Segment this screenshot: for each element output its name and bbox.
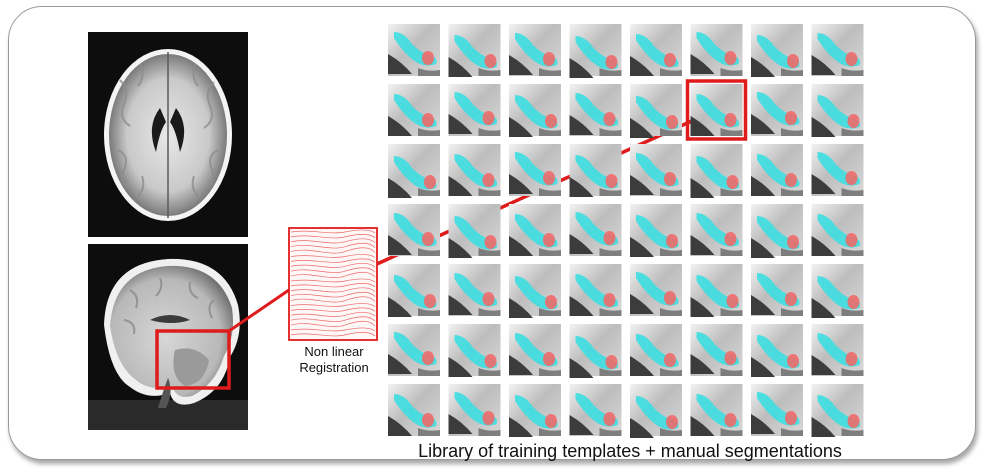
template-thumbnail: [388, 144, 440, 198]
template-thumbnail: [630, 84, 682, 138]
template-thumbnail: [569, 204, 622, 256]
template-thumbnail: [751, 84, 803, 136]
template-thumbnail: [509, 84, 561, 137]
template-thumbnail: [751, 264, 803, 316]
library-caption: Library of training templates + manual s…: [418, 441, 842, 461]
template-thumbnail: [690, 84, 743, 136]
template-thumbnail: [388, 84, 440, 136]
template-thumbnail: [630, 24, 682, 76]
registration-field: [288, 227, 378, 341]
template-thumbnail: [448, 84, 501, 136]
template-thumbnail: [690, 144, 743, 198]
registration-label: Non linear Registration: [282, 344, 386, 376]
template-thumbnail: [690, 264, 743, 317]
template-thumbnail: [751, 204, 803, 258]
template-thumbnail: [630, 144, 682, 196]
template-thumbnail: [690, 384, 743, 436]
template-thumbnail: [811, 264, 864, 318]
axial-mri-image: [88, 32, 248, 237]
template-thumbnail: [630, 324, 682, 376]
template-thumbnail: [448, 24, 501, 77]
template-thumbnail: [811, 324, 864, 376]
roi-box: [155, 329, 231, 390]
template-thumbnail: [509, 144, 561, 196]
template-thumbnail: [690, 204, 743, 256]
template-thumbnail: [388, 24, 440, 76]
template-thumbnail: [448, 324, 501, 377]
template-thumbnail: [509, 204, 561, 256]
template-thumbnail: [448, 204, 501, 258]
template-thumbnail: [388, 264, 440, 317]
template-thumbnail: [630, 384, 682, 438]
template-thumbnail: [509, 264, 561, 318]
registration-label-line2: Registration: [299, 360, 369, 375]
template-thumbnail: [751, 384, 803, 436]
template-thumbnail: [388, 384, 440, 436]
connector-roi-to-field: [228, 288, 290, 333]
template-thumbnail: [388, 324, 440, 376]
template-thumbnail: [811, 84, 864, 137]
template-thumbnail: [569, 24, 622, 78]
template-thumbnail: [811, 384, 864, 437]
sagittal-mri-image: [88, 244, 248, 430]
template-thumbnail: [448, 384, 501, 436]
template-thumbnail: [630, 264, 682, 316]
template-thumbnail: [388, 204, 440, 256]
template-thumbnail: [569, 384, 622, 436]
template-thumbnail: [690, 324, 743, 376]
template-thumbnail: [751, 324, 803, 377]
selected-template-highlight: [685, 79, 748, 141]
template-thumbnail: [569, 264, 622, 316]
template-thumbnail: [811, 24, 864, 76]
template-thumbnail: [751, 144, 803, 196]
template-thumbnail: [811, 144, 864, 196]
template-thumbnail: [630, 204, 682, 257]
registration-label-line1: Non linear: [304, 344, 364, 359]
template-thumbnail: [569, 144, 622, 197]
template-thumbnail: [569, 84, 622, 136]
template-thumbnail: [448, 264, 501, 316]
template-thumbnail: [690, 24, 743, 76]
template-thumbnail: [448, 144, 501, 196]
template-thumbnail: [569, 324, 622, 378]
template-thumbnail: [509, 24, 561, 76]
template-library-grid: [388, 24, 864, 438]
template-thumbnail: [811, 204, 864, 256]
template-thumbnail: [751, 24, 803, 77]
template-thumbnail: [509, 384, 561, 437]
template-thumbnail: [509, 324, 561, 376]
